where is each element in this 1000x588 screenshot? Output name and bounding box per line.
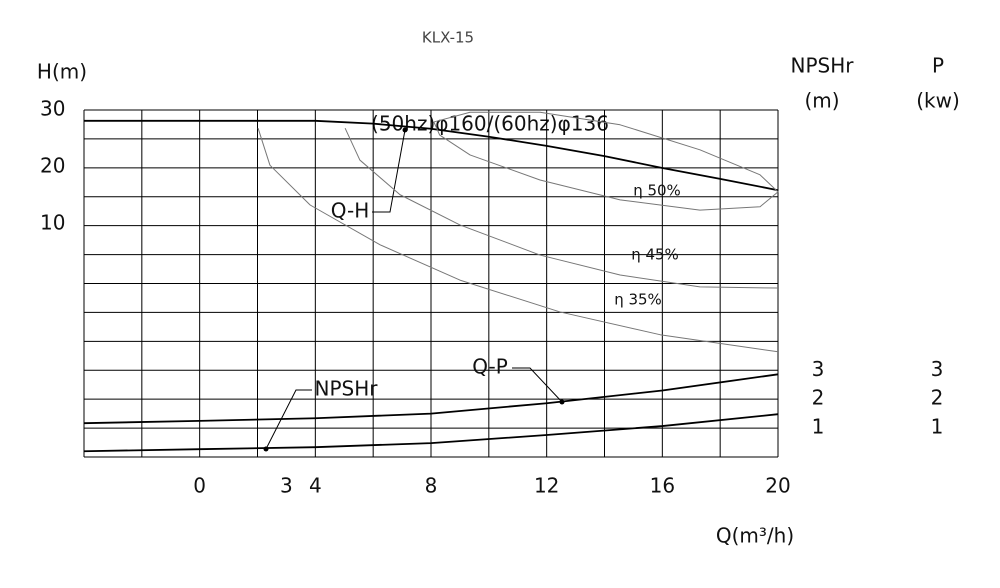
y-tick-label: 20 xyxy=(40,153,65,177)
efficiency-curve xyxy=(344,127,779,289)
series-label: Q-P xyxy=(472,355,508,379)
y3-axis-label: P xyxy=(932,54,944,78)
efficiency-label: η 50% xyxy=(633,182,681,200)
y2-axis-label: NPSHr xyxy=(791,54,855,78)
y-tick-label: 30 xyxy=(40,97,65,121)
efficiency-label: η 45% xyxy=(631,246,679,264)
y2-tick-label: 1 xyxy=(812,415,825,439)
chart-title: KLX-15 xyxy=(422,29,474,47)
x-tick-label: 4 xyxy=(309,474,322,498)
y2-axis-unit: (m) xyxy=(804,89,839,113)
leader-dot xyxy=(402,127,408,133)
y3-tick-label: 1 xyxy=(931,415,944,439)
y-axis-label: H(m) xyxy=(37,60,87,84)
x-tick-label: 0 xyxy=(193,474,206,498)
y3-tick-label: 3 xyxy=(931,357,944,381)
y2-tick-label: 3 xyxy=(812,357,825,381)
y3-tick-label: 2 xyxy=(931,386,944,410)
leader-line xyxy=(512,367,563,403)
curve xyxy=(83,413,779,453)
x-tick-label: 20 xyxy=(765,474,790,498)
x-tick-label: 8 xyxy=(425,474,438,498)
efficiency-label: η 35% xyxy=(614,291,662,309)
efficiency-curve xyxy=(257,128,779,353)
efficiency-curve xyxy=(433,111,779,211)
y2-tick-label: 2 xyxy=(812,386,825,410)
leader-line xyxy=(265,389,312,450)
leader-line xyxy=(372,129,406,213)
x-tick-label: 12 xyxy=(534,474,559,498)
annotation: (50hz)φ160/(60hz)φ136 xyxy=(371,112,609,136)
y3-axis-unit: (kw) xyxy=(916,89,960,113)
series-label: NPSHr xyxy=(315,377,379,401)
curve xyxy=(84,119,779,192)
x-tick-label: 3 xyxy=(280,474,293,498)
x-axis-label: Q(m³/h) xyxy=(716,524,794,548)
y-tick-label: 10 xyxy=(40,210,65,234)
curve xyxy=(83,373,779,425)
series-label: Q-H xyxy=(331,199,370,223)
x-tick-label: 16 xyxy=(650,474,675,498)
